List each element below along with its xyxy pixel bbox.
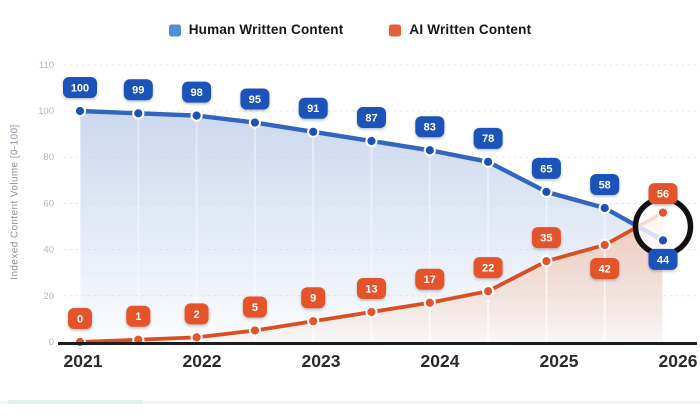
- badge-value: 13: [365, 283, 377, 295]
- human-point-badge: 44: [648, 248, 678, 270]
- badge-value: 1: [135, 311, 141, 323]
- human-point-dot: [482, 155, 495, 168]
- ai-point-dot: [423, 296, 436, 309]
- badge-value: 56: [657, 189, 669, 201]
- badge-value: 87: [365, 112, 377, 124]
- ai-point-dot: [307, 315, 320, 328]
- ai-point-badge: 1: [126, 305, 151, 327]
- ai-point-badge: 17: [415, 268, 445, 290]
- badge-value: 91: [307, 103, 319, 115]
- human-point-badge: 78: [473, 127, 503, 149]
- ai-point-dot: [656, 206, 670, 219]
- y-axis-title: Indexed Content Volume [0-100]: [9, 124, 21, 280]
- ai-legend-label: AI Written Content: [409, 22, 532, 37]
- badge-value: 17: [424, 274, 436, 286]
- ai-point-badge: 13: [357, 277, 386, 299]
- x-tick-label: 2021: [64, 351, 103, 371]
- human-point-dot: [190, 109, 203, 122]
- human-point-dot: [598, 201, 611, 215]
- human-point-dot: [248, 116, 261, 129]
- ai-legend-swatch: [389, 24, 402, 36]
- x-tick-label: 2025: [540, 351, 579, 371]
- ai-area-fill: [80, 212, 663, 342]
- ai-point-dot: [482, 285, 495, 298]
- badge-value: 95: [249, 94, 261, 106]
- y-tick-label: 80: [43, 152, 54, 163]
- legend-item-human: Human Written Content: [168, 22, 344, 37]
- badge-value: 78: [482, 133, 494, 145]
- y-tick-label: 40: [43, 245, 54, 256]
- ai-point-dot: [365, 305, 378, 319]
- human-point-badge: 83: [415, 116, 445, 138]
- human-point-badge: 100: [63, 77, 97, 98]
- ai-point-dot: [248, 324, 261, 337]
- badge-value: 22: [482, 263, 494, 275]
- badge-value: 99: [132, 85, 144, 97]
- human-point-dot: [307, 125, 320, 138]
- human-point-dot: [73, 104, 87, 118]
- badge-value: 100: [71, 82, 89, 94]
- ai-point-badge: 2: [184, 303, 209, 325]
- badge-value: 35: [540, 233, 552, 245]
- x-tick-label: 2023: [302, 351, 341, 371]
- ai-point-badge: 0: [68, 308, 92, 329]
- badge-value: 58: [599, 179, 611, 191]
- y-tick-label: 0: [49, 337, 54, 348]
- badge-value: 9: [310, 293, 316, 305]
- human-legend-swatch: [168, 24, 181, 36]
- human-point-badge: 91: [298, 97, 328, 119]
- human-point-badge: 87: [357, 107, 386, 129]
- badge-value: 44: [657, 254, 670, 266]
- human-point-dot: [132, 107, 145, 120]
- x-tick-label: 2026: [659, 351, 698, 371]
- human-point-dot: [423, 144, 436, 157]
- ai-point-badge: 56: [648, 183, 678, 205]
- human-point-dot: [540, 185, 553, 198]
- badge-value: 65: [540, 163, 552, 175]
- ai-point-dot: [540, 255, 553, 268]
- x-tick-label: 2022: [183, 351, 222, 371]
- badge-value: 2: [194, 309, 200, 321]
- ai-point-badge: 35: [531, 227, 561, 249]
- human-legend-label: Human Written Content: [188, 22, 344, 37]
- y-tick-label: 60: [43, 198, 54, 209]
- badge-value: 83: [424, 122, 436, 134]
- y-tick-label: 100: [38, 106, 54, 117]
- chart-legend: Human Written Content AI Written Content: [0, 22, 700, 37]
- bottom-divider-line: [0, 401, 700, 404]
- badge-value: 98: [190, 87, 202, 99]
- human-point-dot: [365, 134, 378, 148]
- badge-value: 42: [599, 263, 611, 275]
- ai-point-dot: [190, 331, 203, 344]
- y-tick-label: 20: [43, 291, 54, 302]
- legend-item-ai: AI Written Content: [389, 22, 531, 37]
- ai-point-badge: 22: [473, 257, 503, 279]
- human-point-badge: 58: [590, 174, 620, 196]
- bottom-divider-accent: [8, 400, 143, 404]
- badge-value: 0: [77, 313, 83, 325]
- human-point-badge: 95: [240, 88, 270, 110]
- ai-point-badge: 42: [590, 257, 620, 279]
- human-point-dot: [656, 234, 670, 247]
- human-point-badge: 98: [182, 81, 212, 103]
- ai-point-badge: 9: [301, 287, 326, 309]
- y-tick-label: 110: [39, 60, 54, 71]
- ai-point-badge: 5: [242, 296, 267, 318]
- x-tick-label: 2024: [421, 351, 460, 371]
- human-point-badge: 99: [123, 79, 153, 101]
- badge-value: 5: [252, 302, 258, 314]
- human-point-badge: 65: [531, 157, 561, 179]
- ai-point-dot: [598, 238, 611, 252]
